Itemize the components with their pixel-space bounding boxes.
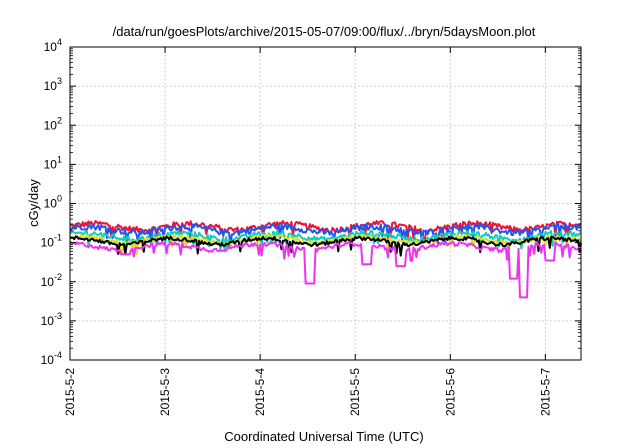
x-tick-label: 2015-5-6	[443, 368, 457, 416]
y-axis-label: cGy/day	[26, 179, 41, 227]
data-series-line	[69, 235, 582, 257]
x-axis-ticks: 2015-5-2 2015-5-3 2015-5-4 2015-5-5 2015-5-6…	[63, 47, 552, 416]
y-tick-label: 10-1	[41, 233, 62, 250]
y-tick-label: 10-3	[41, 311, 62, 328]
series-group	[69, 219, 582, 299]
x-tick-label: 2015-5-7	[538, 368, 552, 416]
x-axis-label: Coordinated Universal Time (UTC)	[224, 429, 423, 444]
data-series-line	[69, 222, 582, 247]
x-tick-label: 2015-5-4	[253, 368, 267, 416]
x-tick-label: 2015-5-5	[348, 368, 362, 416]
x-tick-label: 2015-5-2	[63, 368, 77, 416]
y-tick-label: 10-4	[41, 350, 62, 367]
y-tick-label: 102	[44, 115, 62, 132]
chart-title: /data/run/goesPlots/archive/2015-05-07/0…	[113, 24, 536, 39]
y-axis-ticks: 10-4 10-3 10-2 10-1 100 101 102 103 104	[41, 37, 581, 367]
x-tick-label: 2015-5-3	[158, 368, 172, 416]
y-tick-label: 100	[44, 194, 62, 211]
y-tick-label: 104	[44, 37, 62, 54]
y-tick-label: 10-2	[41, 272, 62, 289]
data-series-line	[69, 240, 582, 299]
grid	[69, 47, 581, 360]
y-tick-label: 101	[44, 154, 62, 171]
y-tick-label: 103	[44, 76, 62, 93]
